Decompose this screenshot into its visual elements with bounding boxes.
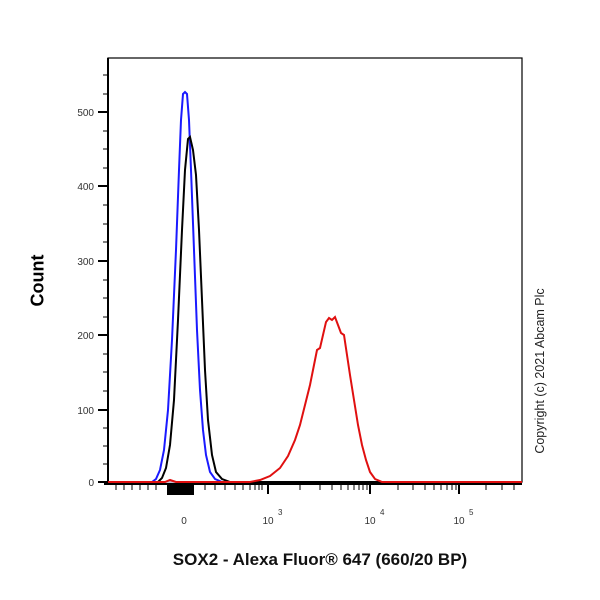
y-tick-label: 500 <box>77 108 94 119</box>
x-tick-exp: 3 <box>278 508 283 517</box>
x-tick-exp: 5 <box>469 508 474 517</box>
series-black-histogram <box>108 135 522 483</box>
y-tick-label: 100 <box>77 406 94 417</box>
y-major-ticks <box>98 111 108 483</box>
y-tick-label: 300 <box>77 257 94 268</box>
zero-tick-cluster <box>167 484 194 495</box>
x-minor-ticks <box>115 484 515 490</box>
y-axis-label: Count <box>27 254 48 307</box>
y-minor-ticks <box>103 74 108 465</box>
x-major-ticks <box>267 484 460 494</box>
series-blue-histogram <box>108 90 522 483</box>
x-tick-exp: 4 <box>380 508 385 517</box>
x-tick-label: 10 <box>364 516 376 527</box>
copyright-notice: Copyright (c) 2021 Abcam Plc <box>533 288 547 454</box>
y-tick-label: 0 <box>88 478 94 489</box>
x-tick-label: 0 <box>181 516 187 527</box>
x-axis-label: SOX2 - Alexa Fluor® 647 (660/20 BP) <box>172 550 468 569</box>
y-tick-label: 400 <box>77 182 94 193</box>
x-tick-label: 10 <box>453 516 465 527</box>
x-tick-label: 10 <box>262 516 274 527</box>
y-tick-label: 200 <box>77 331 94 342</box>
series-red-histogram <box>108 315 522 483</box>
plot-frame <box>107 57 523 483</box>
